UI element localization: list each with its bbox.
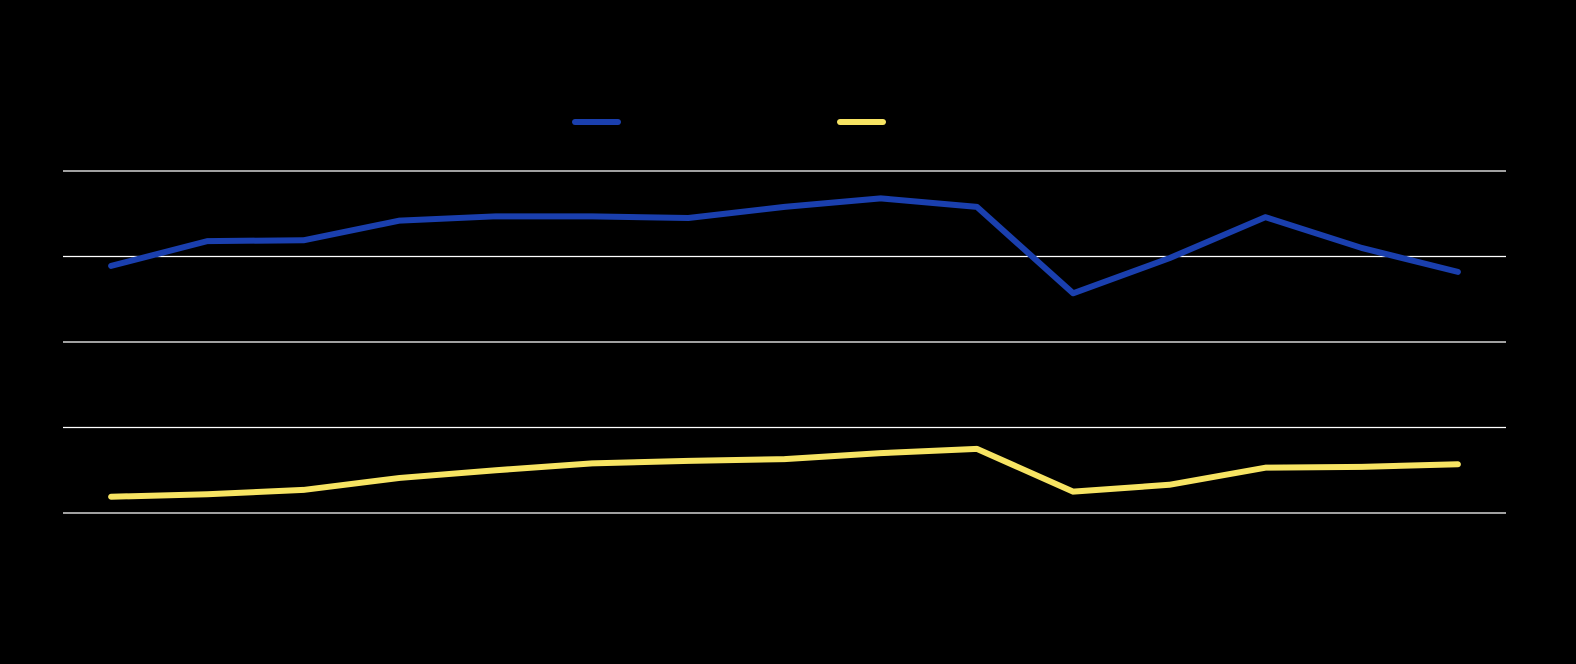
series-line <box>108 195 1461 297</box>
series-line <box>108 445 1461 500</box>
